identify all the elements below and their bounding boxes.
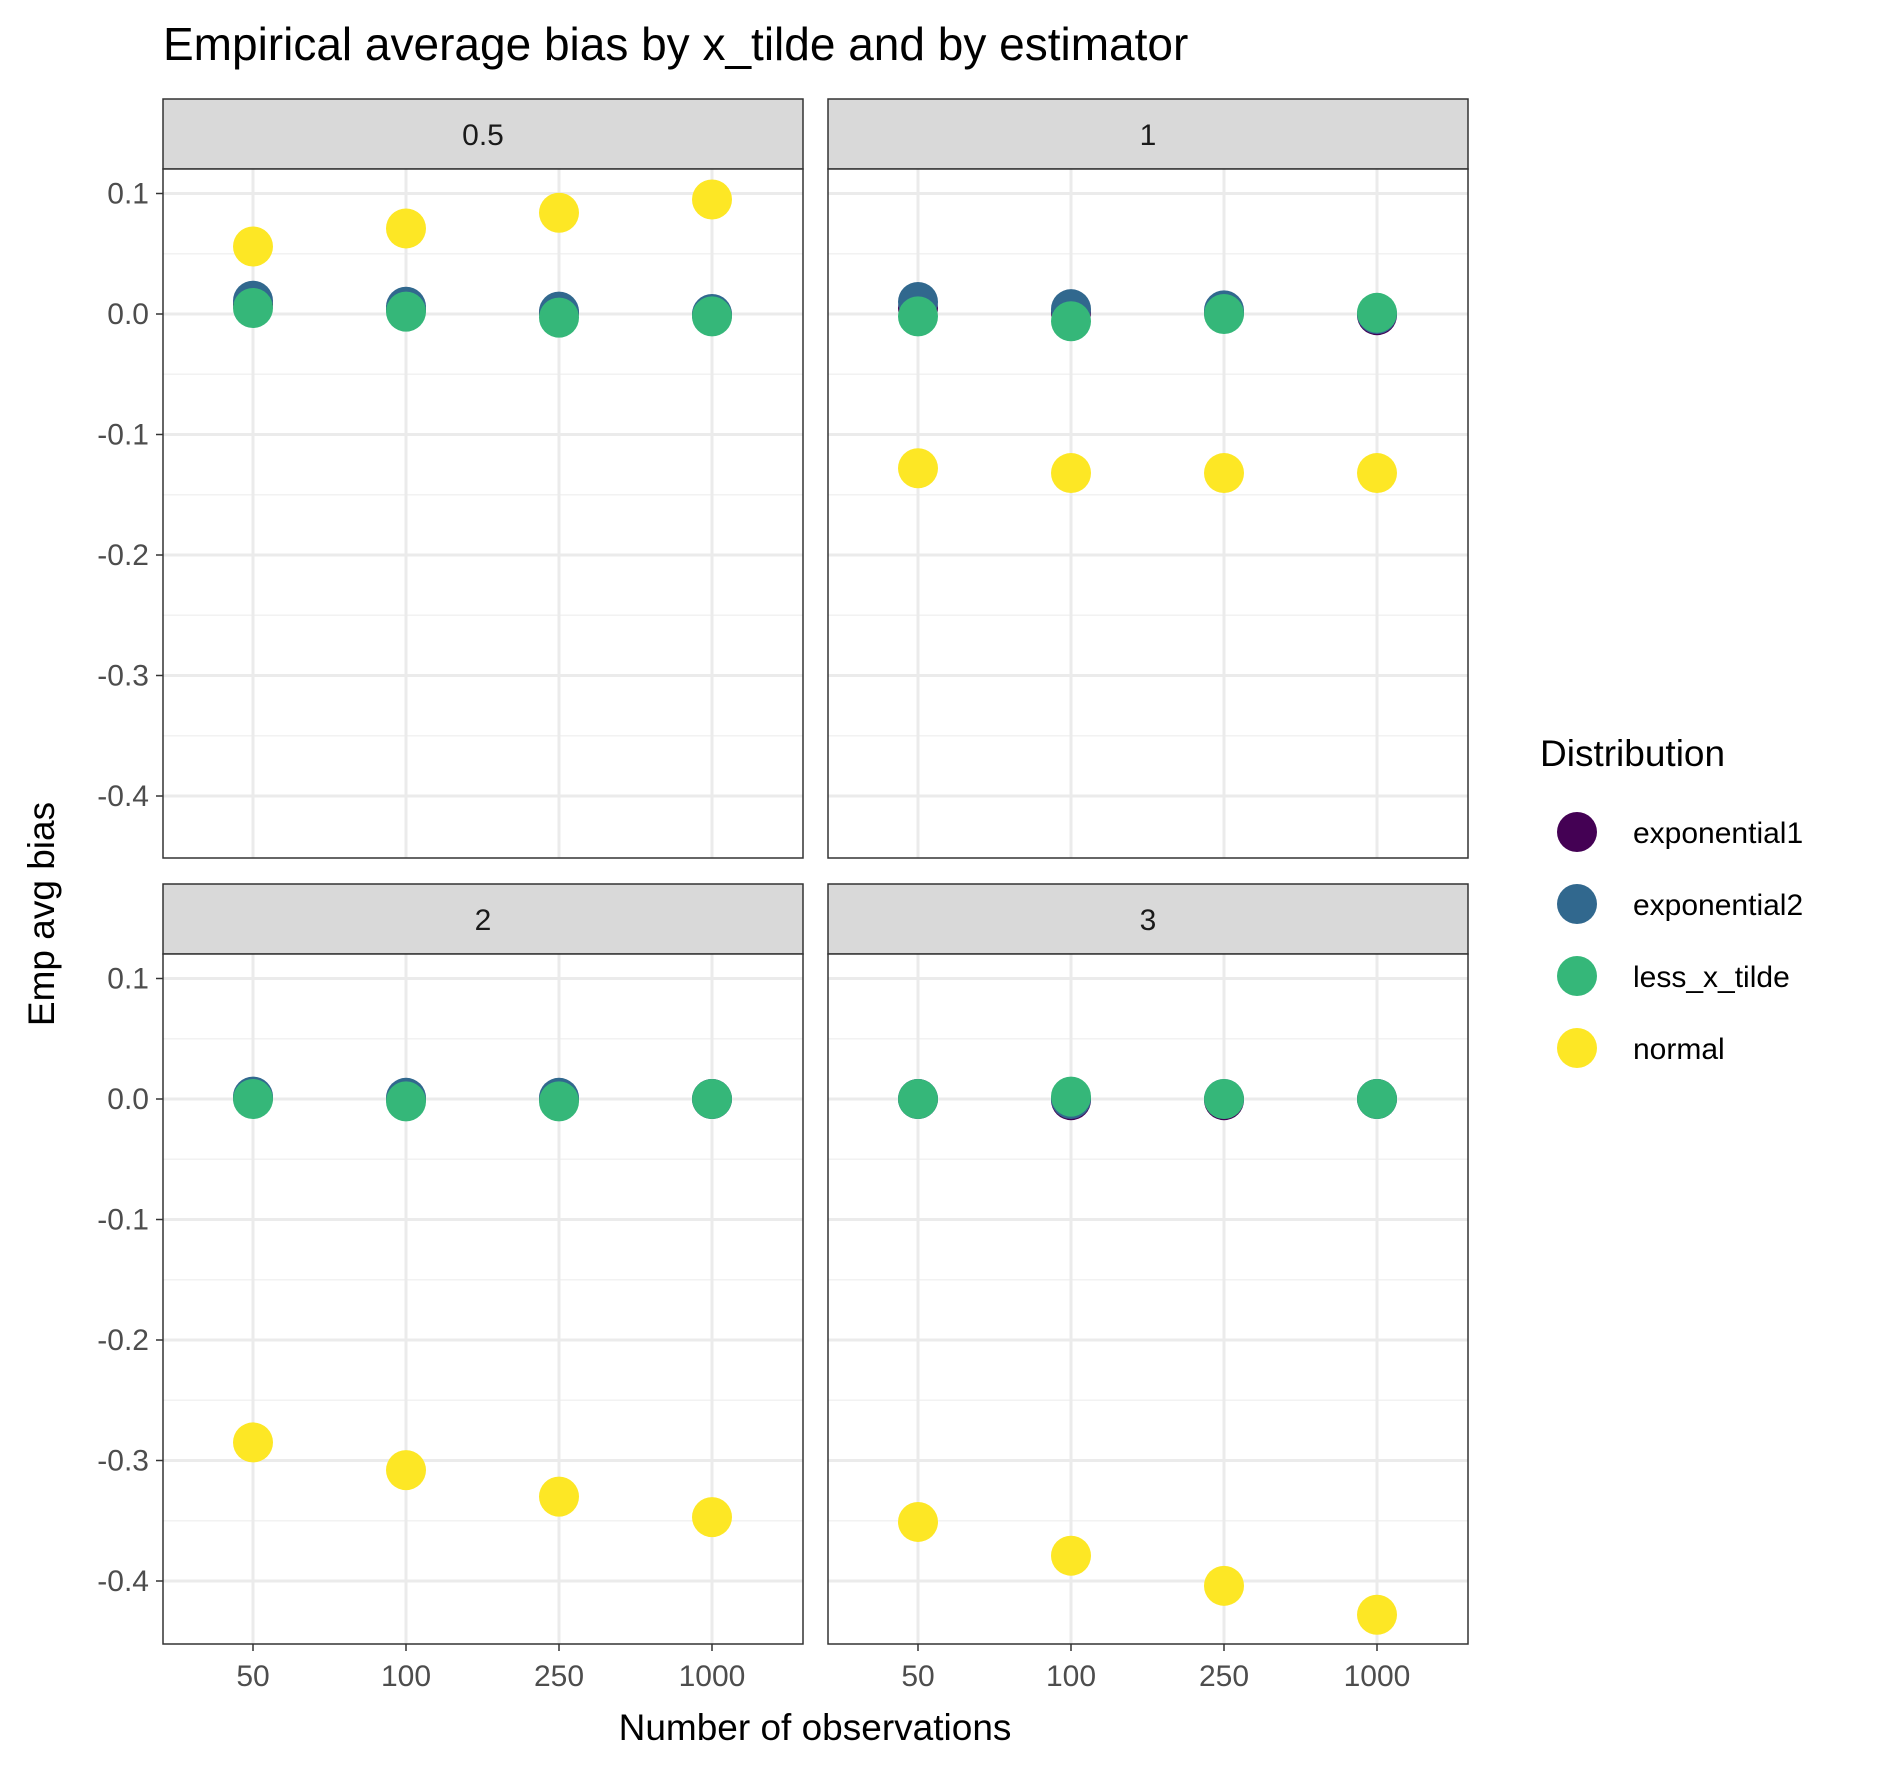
legend-label: normal <box>1633 1033 1725 1066</box>
x-tick-label: 100 <box>1046 1660 1096 1693</box>
y-tick-label: 0.0 <box>107 298 149 331</box>
data-point-less_x_tilde <box>233 1079 273 1119</box>
x-tick-label: 100 <box>381 1660 431 1693</box>
data-point-less_x_tilde <box>692 1079 732 1119</box>
data-point-normal <box>1357 453 1397 494</box>
data-point-normal <box>539 1476 579 1517</box>
data-point-less_x_tilde <box>386 291 426 332</box>
data-point-normal <box>1204 453 1244 494</box>
panel-background <box>163 169 803 858</box>
y-tick-label: -0.3 <box>97 1445 149 1478</box>
data-point-normal <box>1051 453 1091 494</box>
x-tick-label: 250 <box>1199 1660 1249 1693</box>
data-point-normal <box>898 1501 938 1542</box>
panel-border <box>827 953 1469 1645</box>
facet-panel: 2 0.1 0.0 -0.1 -0.2 -0.3 -0.4 50 100 250 1000 <box>97 883 804 1693</box>
y-tick-label: 0.1 <box>107 178 149 211</box>
facet-strip <box>827 883 1469 955</box>
legend-key-exponential1 <box>1557 812 1597 852</box>
y-tick-label: -0.2 <box>97 539 149 572</box>
legend-label: less_x_tilde <box>1633 961 1790 994</box>
facets: 0.5 0.1 0.0 -0.1 -0.2 -0.3 -0.4 1 2 0.1 0.0 -0.1 -0.… <box>97 98 1469 1693</box>
data-point-less_x_tilde <box>1204 1079 1244 1119</box>
facet-strip <box>162 883 804 955</box>
y-axis-label: Emp avg bias <box>21 802 62 1026</box>
facet-panel: 0.5 0.1 0.0 -0.1 -0.2 -0.3 -0.4 <box>97 98 804 859</box>
x-tick-label: 1000 <box>679 1660 746 1693</box>
panel-border <box>162 168 804 859</box>
facet-strip-label: 3 <box>1140 904 1157 937</box>
data-point-less_x_tilde <box>539 1081 579 1122</box>
panel-border <box>827 168 1469 859</box>
data-point-less_x_tilde <box>1357 1079 1397 1119</box>
y-tick-label: -0.4 <box>97 780 149 813</box>
data-point-normal <box>692 1497 732 1538</box>
y-tick-label: -0.2 <box>97 1324 149 1357</box>
x-axis-label: Number of observations <box>619 1707 1012 1748</box>
data-point-normal <box>233 1422 273 1463</box>
y-tick-label: 0.1 <box>107 963 149 996</box>
legend-label: exponential2 <box>1633 889 1803 922</box>
facet-strip-label: 2 <box>475 904 492 937</box>
legend-key-exponential2 <box>1557 884 1597 924</box>
chart-title: Empirical average bias by x_tilde and by… <box>163 18 1188 70</box>
data-point-less_x_tilde <box>898 296 938 337</box>
data-point-less_x_tilde <box>692 296 732 337</box>
y-tick-label: 0.0 <box>107 1083 149 1116</box>
data-point-normal <box>386 1450 426 1491</box>
data-point-less_x_tilde <box>1051 1076 1091 1117</box>
x-tick-label: 250 <box>534 1660 584 1693</box>
data-point-less_x_tilde <box>1204 294 1244 334</box>
panel-background <box>163 954 803 1644</box>
facet-panel: 1 <box>827 98 1469 859</box>
facet-strip-label: 1 <box>1140 119 1157 152</box>
legend-key-less_x_tilde <box>1557 956 1597 996</box>
data-point-normal <box>386 208 426 249</box>
facet-strip <box>162 98 804 170</box>
legend-label: exponential1 <box>1633 817 1803 850</box>
data-point-less_x_tilde <box>1051 301 1091 342</box>
data-point-normal <box>1204 1565 1244 1606</box>
data-point-normal <box>233 226 273 267</box>
legend-key-normal <box>1557 1028 1597 1068</box>
data-point-normal <box>1051 1535 1091 1576</box>
x-tick-label: 1000 <box>1344 1660 1411 1693</box>
x-tick-label: 50 <box>236 1660 269 1693</box>
data-point-normal <box>692 179 732 220</box>
data-point-normal <box>539 192 579 233</box>
facet-strip <box>827 98 1469 170</box>
x-tick-label: 50 <box>901 1660 934 1693</box>
legend: Distribution exponential1 exponential2 les… <box>1540 733 1803 1068</box>
data-point-less_x_tilde <box>539 297 579 338</box>
y-tick-label: -0.1 <box>97 1204 149 1237</box>
data-point-normal <box>1357 1594 1397 1635</box>
data-point-less_x_tilde <box>1357 292 1397 333</box>
data-point-less_x_tilde <box>898 1079 938 1119</box>
data-point-normal <box>898 448 938 489</box>
data-point-less_x_tilde <box>386 1081 426 1122</box>
panel-border <box>162 953 804 1645</box>
legend-title: Distribution <box>1540 733 1725 774</box>
facet-strip-label: 0.5 <box>462 119 504 152</box>
y-tick-label: -0.4 <box>97 1565 149 1598</box>
y-tick-label: -0.3 <box>97 660 149 693</box>
data-point-less_x_tilde <box>233 287 273 328</box>
facet-panel: 3 50 100 250 1000 <box>827 883 1469 1693</box>
panel-background <box>828 169 1468 858</box>
y-tick-label: -0.1 <box>97 419 149 452</box>
